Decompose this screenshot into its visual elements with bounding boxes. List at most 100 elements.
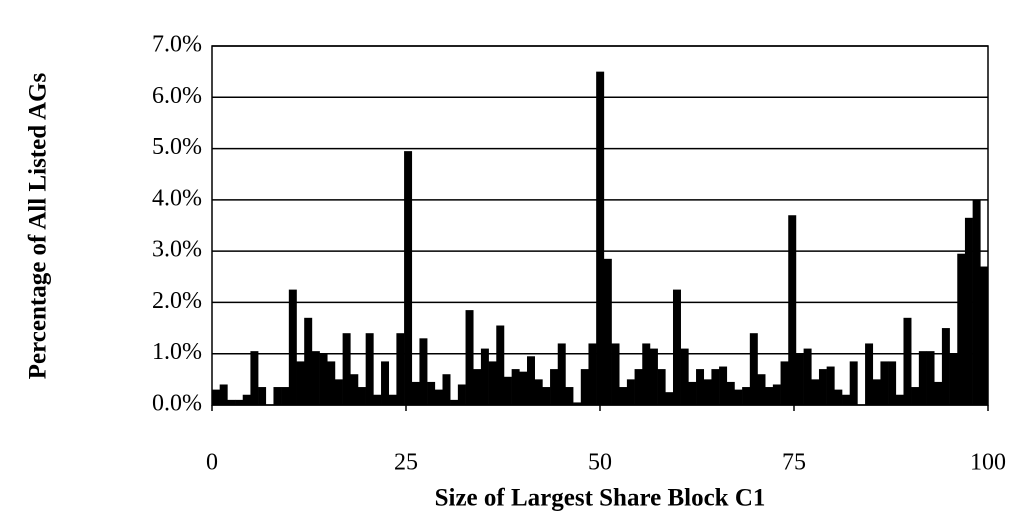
bar	[342, 333, 351, 405]
bar	[880, 361, 889, 405]
bar	[273, 387, 282, 405]
bar	[419, 338, 428, 405]
y-tick-label: 0.0%	[152, 391, 202, 417]
bar	[957, 253, 966, 405]
bar	[949, 353, 958, 405]
x-tick-label: 0	[206, 450, 218, 476]
bar	[588, 343, 597, 405]
bar	[450, 399, 459, 405]
bar	[772, 384, 781, 405]
bar	[480, 348, 489, 405]
bar	[649, 348, 658, 405]
bar	[803, 348, 812, 405]
bar	[580, 369, 589, 405]
bar	[465, 310, 474, 405]
bar	[250, 351, 259, 405]
bar	[388, 394, 397, 405]
bar	[334, 379, 343, 405]
bar	[734, 389, 743, 405]
bar	[311, 351, 320, 405]
bar	[934, 381, 943, 405]
bar	[703, 379, 712, 405]
bar	[680, 348, 689, 405]
y-tick-label: 6.0%	[152, 83, 202, 109]
bar	[603, 258, 612, 405]
bar	[411, 381, 420, 405]
bar	[442, 374, 451, 405]
bar	[849, 361, 858, 405]
bar	[404, 151, 413, 405]
y-tick-label: 3.0%	[152, 237, 202, 263]
bar	[357, 387, 366, 405]
x-tick-label: 25	[394, 450, 418, 476]
bar	[434, 389, 443, 405]
bar	[834, 389, 843, 405]
bar	[726, 381, 735, 405]
bar	[872, 379, 881, 405]
bar	[918, 351, 927, 405]
bar	[235, 399, 244, 405]
bar	[212, 389, 220, 405]
bar	[457, 384, 466, 405]
bar	[227, 399, 236, 405]
bar	[719, 366, 728, 405]
bar	[980, 266, 989, 405]
y-tick-label: 5.0%	[152, 134, 202, 160]
bar	[396, 333, 405, 405]
bar	[550, 369, 559, 405]
bar	[711, 369, 720, 405]
bar	[964, 217, 973, 405]
bar	[365, 333, 374, 405]
bar	[288, 289, 297, 405]
bar	[350, 374, 359, 405]
x-axis-label: Size of Largest Share Block C1	[435, 485, 766, 512]
y-tick-label: 1.0%	[152, 339, 202, 365]
bar	[542, 387, 551, 405]
bar	[780, 361, 789, 405]
bar	[626, 379, 635, 405]
bar	[573, 402, 582, 405]
bar	[327, 361, 336, 405]
bar	[895, 394, 904, 405]
bar	[242, 394, 251, 405]
bar	[818, 369, 827, 405]
bar	[219, 384, 228, 405]
bar	[795, 353, 804, 405]
bar	[519, 371, 528, 405]
bar	[826, 366, 835, 405]
x-tick-label: 100	[970, 450, 1006, 476]
bar	[427, 381, 436, 405]
bar	[304, 317, 313, 405]
y-tick-label: 2.0%	[152, 288, 202, 314]
bar	[381, 361, 390, 405]
bar	[972, 199, 981, 405]
bar	[765, 387, 774, 405]
bar	[742, 387, 751, 405]
bar	[941, 328, 950, 405]
bar	[596, 71, 605, 406]
bar	[926, 351, 935, 405]
x-tick-label: 50	[588, 450, 612, 476]
bar	[696, 369, 705, 405]
bar	[565, 387, 574, 405]
bar	[757, 374, 766, 405]
bar	[619, 387, 628, 405]
bar	[788, 215, 797, 405]
bar	[657, 369, 666, 405]
bar	[842, 394, 851, 405]
bar	[634, 369, 643, 405]
plot-frame	[211, 45, 989, 406]
y-tick-label: 4.0%	[152, 185, 202, 211]
bar	[258, 387, 267, 405]
bar	[319, 353, 328, 405]
bar	[888, 361, 897, 405]
bar	[665, 392, 674, 405]
bar	[488, 361, 497, 405]
x-tick-label: 75	[782, 450, 806, 476]
bar	[503, 376, 512, 405]
bar	[903, 317, 912, 405]
bar	[611, 343, 620, 405]
bar	[911, 387, 920, 405]
bar	[557, 343, 566, 405]
bar	[496, 325, 505, 405]
